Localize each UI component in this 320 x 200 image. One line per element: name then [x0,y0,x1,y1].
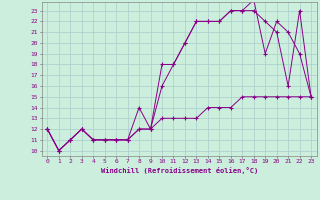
X-axis label: Windchill (Refroidissement éolien,°C): Windchill (Refroidissement éolien,°C) [100,167,258,174]
